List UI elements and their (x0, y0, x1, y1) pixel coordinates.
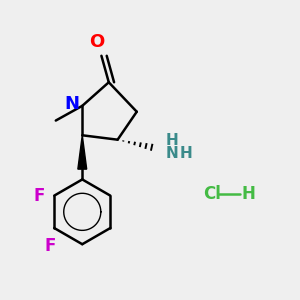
Text: H: H (241, 185, 255, 203)
Text: N: N (64, 95, 80, 113)
Text: Cl: Cl (203, 185, 221, 203)
Text: H: H (179, 146, 192, 161)
Text: H: H (166, 133, 178, 148)
Text: N: N (166, 146, 178, 161)
Text: F: F (44, 238, 56, 255)
Text: O: O (89, 33, 105, 51)
Text: F: F (33, 187, 45, 205)
Polygon shape (78, 135, 87, 169)
